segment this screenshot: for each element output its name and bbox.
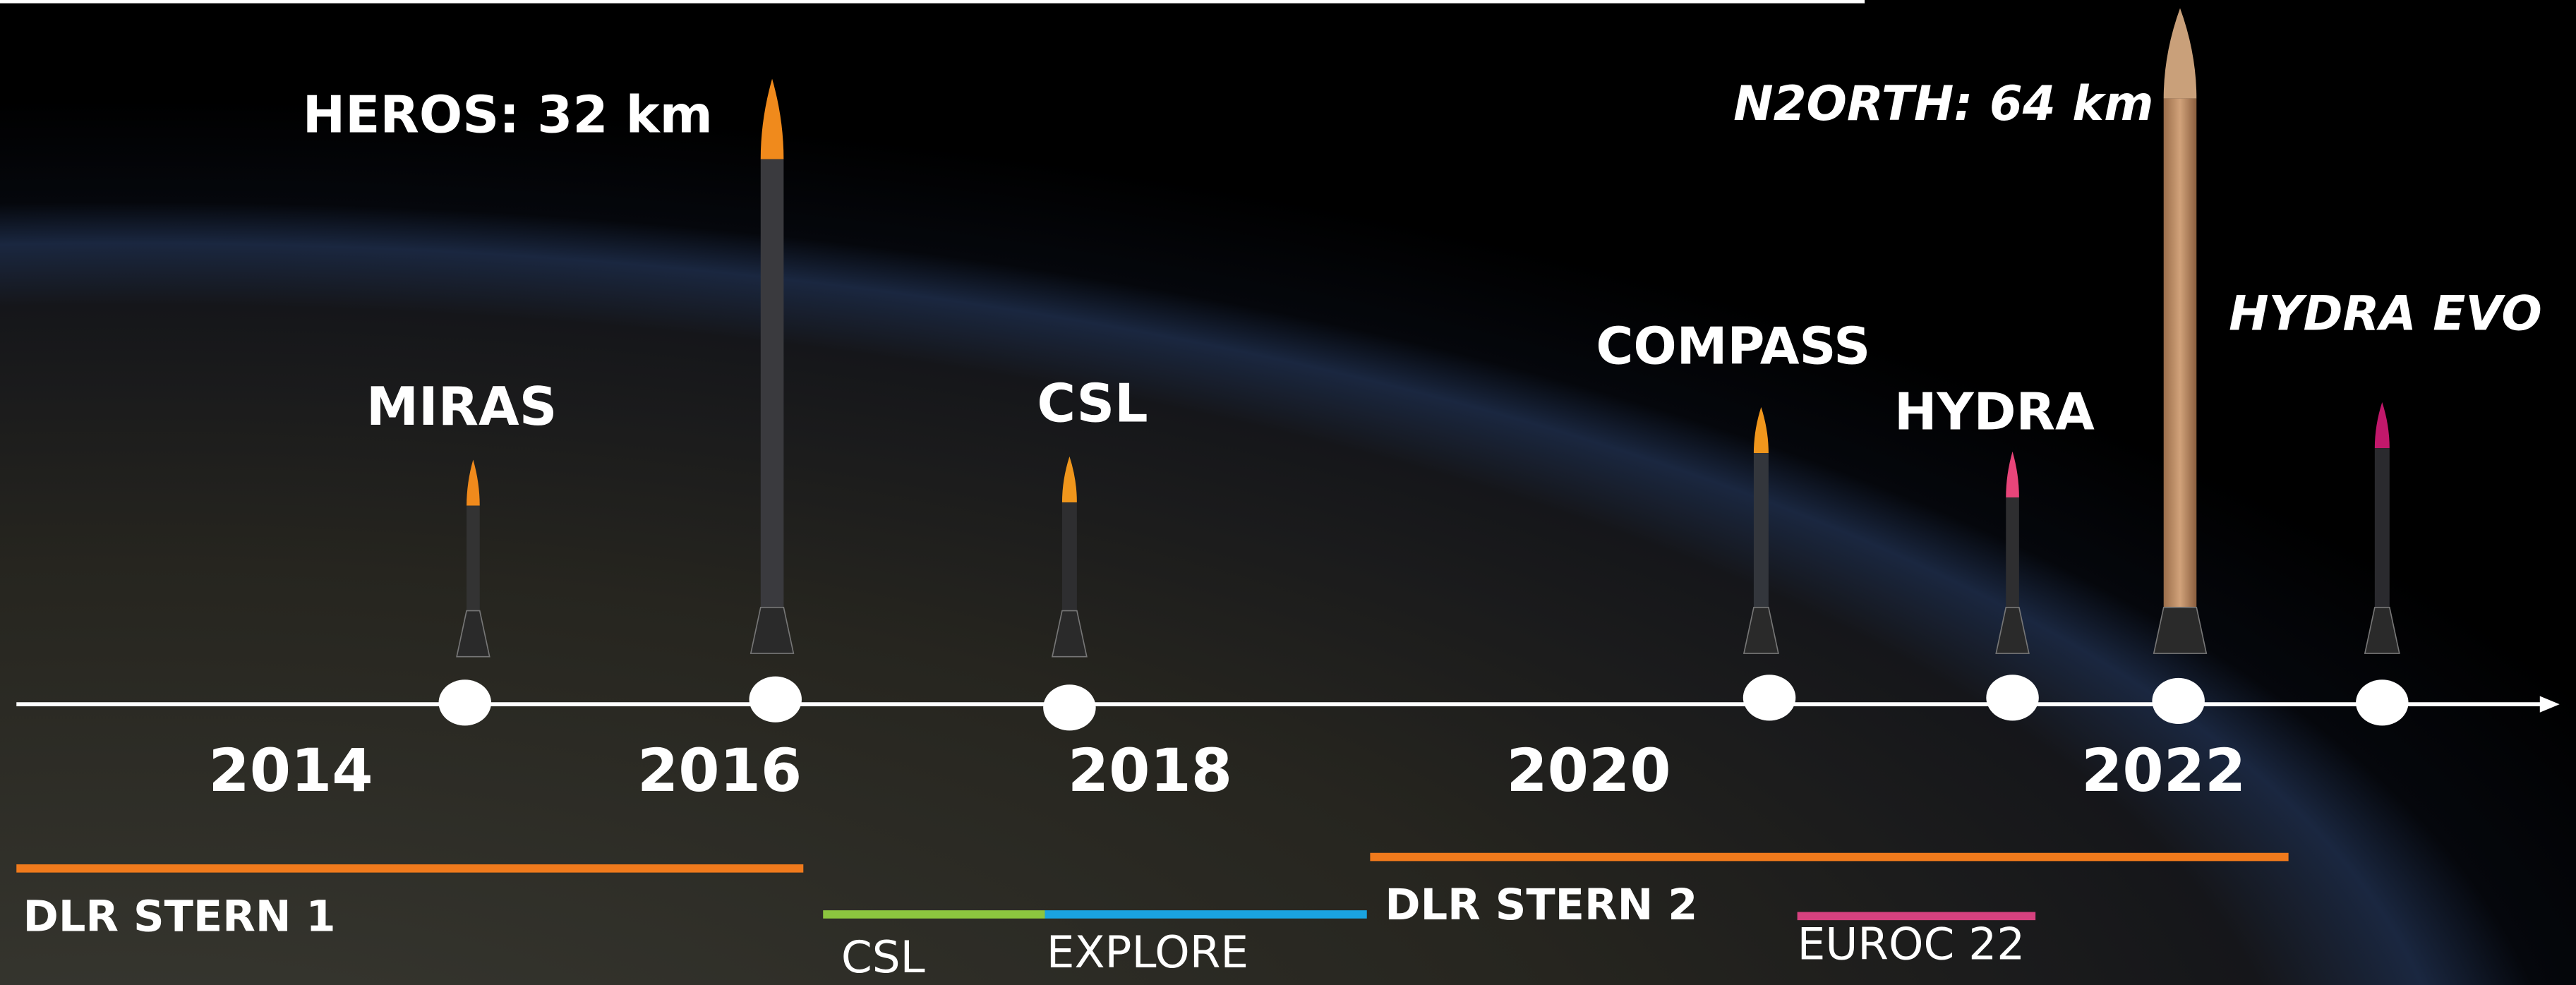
timeline-graphic: 2014 2016 2018 2020 2022 MIRAS HEROS: 32 km CSL… xyxy=(0,0,2576,985)
milestone-marker xyxy=(1986,675,2038,720)
rocket-label: HEROS: 32 km xyxy=(303,86,713,145)
rocket-body xyxy=(2164,99,2197,647)
rocket-label: HYDRA xyxy=(1894,383,2095,442)
year-label: 2014 xyxy=(208,736,373,805)
program-label: DLR STERN 2 xyxy=(1385,881,1697,930)
milestone-marker xyxy=(1043,684,1095,730)
program-label: CSL xyxy=(841,931,925,983)
year-label: 2018 xyxy=(1068,736,1232,805)
year-label: 2016 xyxy=(637,736,802,805)
milestone-marker xyxy=(2152,678,2204,724)
rocket-fins xyxy=(2154,608,2206,653)
program-label: EUROC 22 xyxy=(1798,919,2026,970)
rocket-body xyxy=(761,159,784,647)
page: 2014 2016 2018 2020 2022 MIRAS HEROS: 32 km CSL… xyxy=(0,0,2576,985)
milestone-marker xyxy=(1743,675,1795,720)
milestone-marker xyxy=(749,677,801,723)
program-label: DLR STERN 1 xyxy=(23,893,336,942)
rocket-label: MIRAS xyxy=(366,376,558,437)
milestone-marker xyxy=(2356,679,2408,725)
program-label: EXPLORE xyxy=(1047,926,1248,978)
milestone-marker xyxy=(439,679,491,725)
rocket-label: CSL xyxy=(1037,373,1148,435)
year-label: 2020 xyxy=(1506,736,1671,805)
rocket-label: COMPASS xyxy=(1596,318,1870,377)
rocket-label: HYDRA EVO xyxy=(2229,286,2542,342)
year-label: 2022 xyxy=(2081,736,2246,805)
rocket-label: N2ORTH: 64 km xyxy=(1733,75,2153,131)
